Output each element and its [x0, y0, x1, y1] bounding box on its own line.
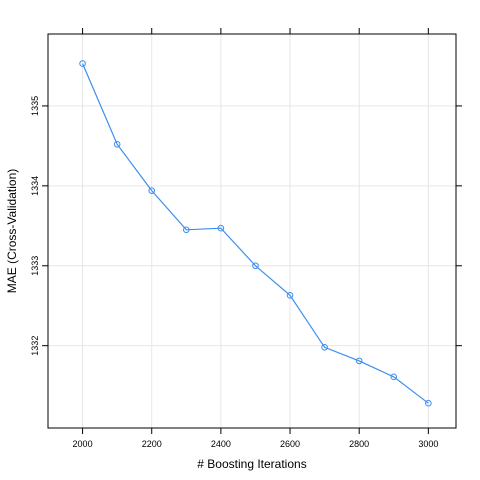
- data-point: [286, 292, 294, 299]
- plot-frame: [47, 33, 457, 429]
- data-point: [113, 140, 121, 148]
- y-axis-label: MAE (Cross-Validation): [5, 169, 19, 293]
- y-tick-label: 1334: [30, 176, 40, 196]
- axis-ticks: 2000 2200 2400 2600 2800 3000 1332 1333 1334 1335: [30, 28, 462, 449]
- x-tick-label: 2800: [349, 439, 369, 449]
- x-tick-label: 2000: [73, 439, 93, 449]
- x-tick-label: 2400: [211, 439, 231, 449]
- data-point: [390, 373, 398, 381]
- grid-lines: [48, 34, 456, 428]
- data-point: [425, 399, 432, 407]
- y-tick-label: 1335: [30, 96, 40, 116]
- y-tick-label: 1332: [30, 336, 40, 356]
- x-axis-label: # Boosting Iterations: [197, 457, 306, 471]
- data-point: [217, 224, 225, 232]
- data-point: [252, 262, 259, 270]
- series-line: [82, 63, 429, 404]
- data-point: [79, 60, 86, 67]
- x-tick-label: 3000: [418, 439, 438, 449]
- data-point: [183, 226, 190, 234]
- x-tick-label: 2600: [280, 439, 300, 449]
- data-point: [355, 357, 363, 365]
- series: [79, 60, 432, 407]
- x-tick-label: 2200: [142, 439, 162, 449]
- data-point: [321, 343, 328, 351]
- y-tick-label: 1333: [30, 256, 40, 276]
- data-point: [148, 187, 156, 194]
